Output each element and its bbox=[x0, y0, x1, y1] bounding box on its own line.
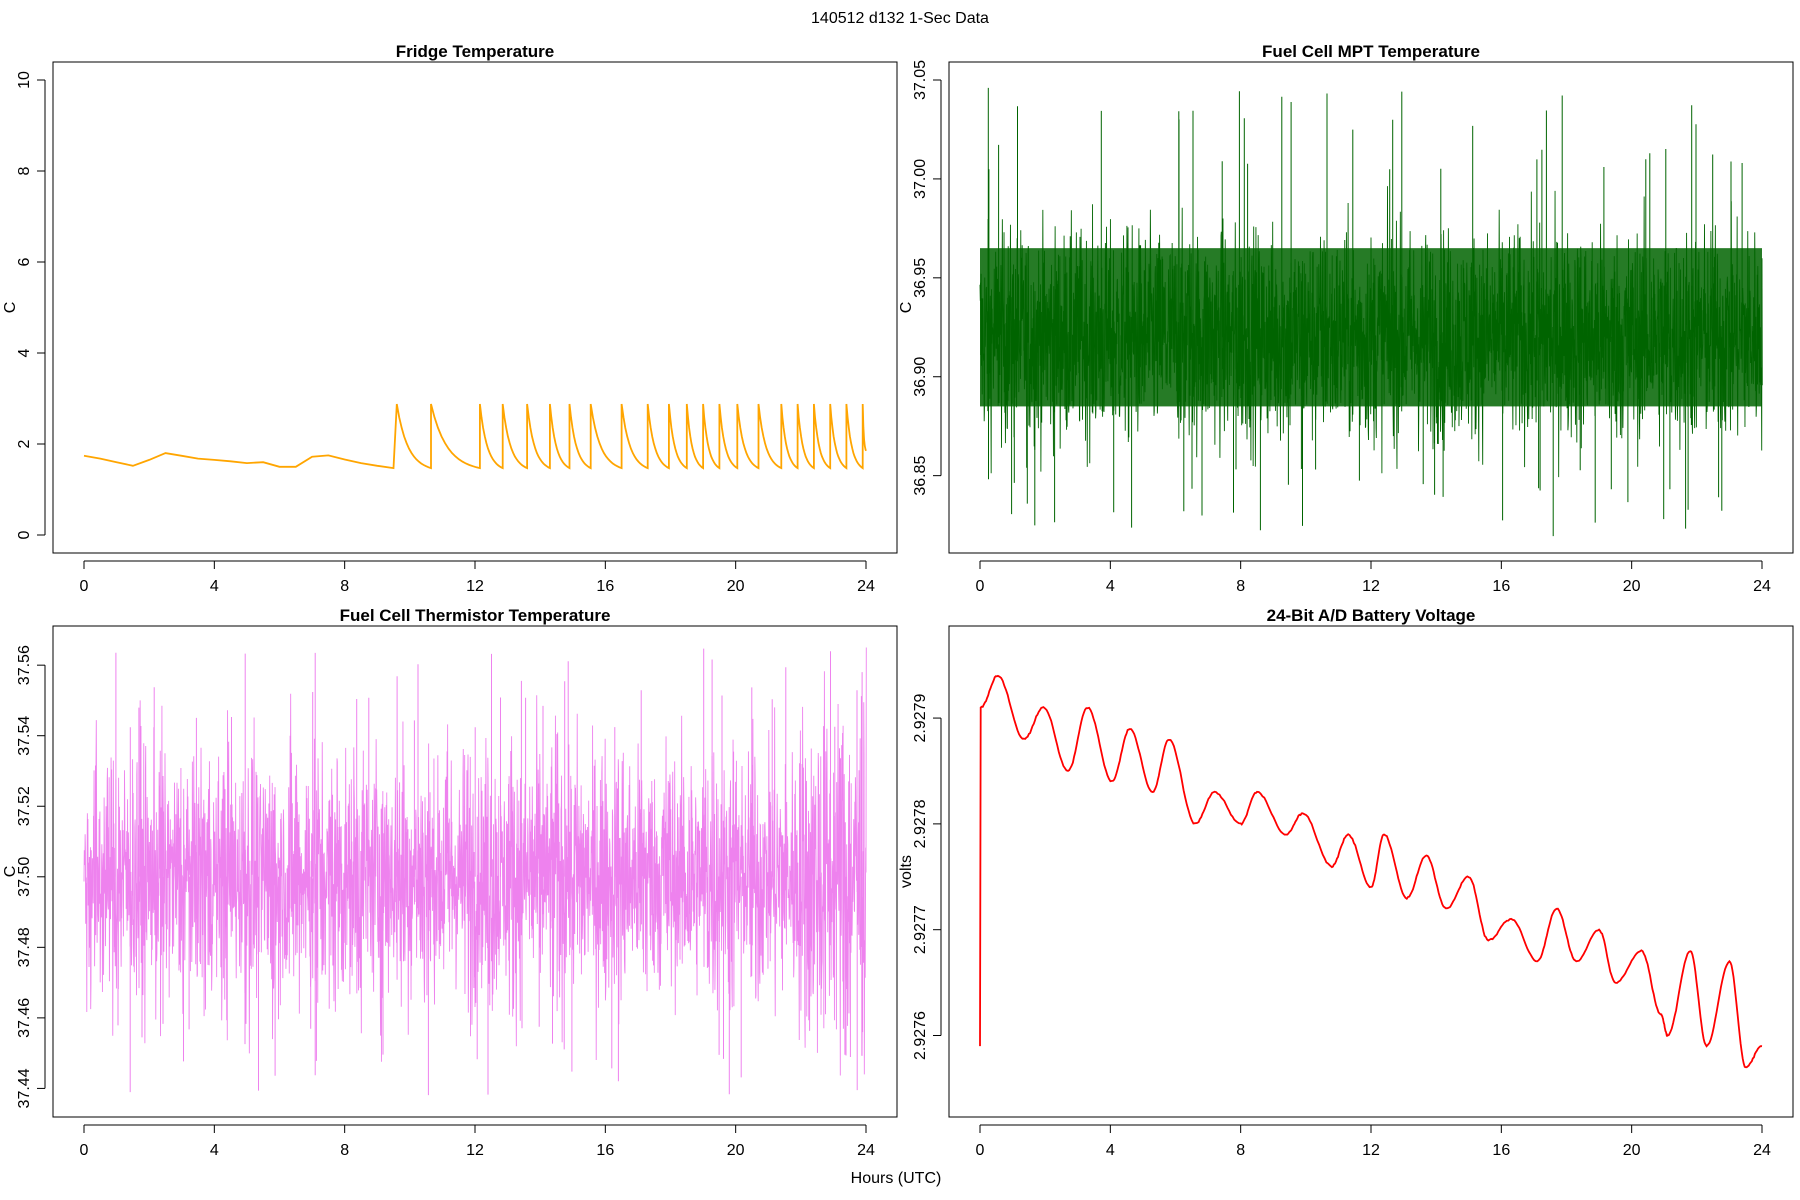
y-tick-label: 6 bbox=[16, 257, 33, 266]
y-axis: 37.44 37.46 37.48 37.50 37.52 37.54 37.56 bbox=[16, 645, 46, 1108]
x-tick-label: 0 bbox=[80, 578, 89, 595]
panel-title: Fridge Temperature bbox=[396, 42, 554, 61]
x-tick-label: 12 bbox=[466, 578, 484, 595]
panel-title: Fuel Cell Thermistor Temperature bbox=[340, 606, 611, 625]
y-tick-label: 37.46 bbox=[16, 998, 33, 1038]
y-tick-label: 37.52 bbox=[16, 786, 33, 826]
x-tick-label: 0 bbox=[976, 1142, 985, 1159]
x-tick-label: 20 bbox=[727, 578, 745, 595]
x-axis: 0 4 8 12 16 20 24 bbox=[80, 560, 875, 595]
y-axis-label: C bbox=[898, 302, 915, 314]
x-tick-label: 24 bbox=[1753, 1142, 1771, 1159]
series-line-thermistor-temperature bbox=[83, 647, 867, 1076]
y-tick-label: 2.9276 bbox=[912, 1011, 929, 1060]
series-line-fridge-temperature bbox=[83, 403, 867, 470]
y-tick-label: 0 bbox=[16, 530, 33, 539]
panel-title: 24-Bit A/D Battery Voltage bbox=[1267, 606, 1476, 625]
series-line-battery-voltage bbox=[979, 674, 1763, 1069]
x-tick-label: 16 bbox=[596, 1142, 614, 1159]
panel-battery-voltage: 24-Bit A/D Battery Voltage volts 0 4 8 12 16 20… bbox=[898, 606, 1794, 1159]
panel-fuel-cell-mpt-temperature: Fuel Cell MPT Temperature C 0 4 8 12 16 20 24 36.… bbox=[898, 42, 1794, 595]
y-axis-label: volts bbox=[898, 855, 915, 888]
y-tick-label: 4 bbox=[16, 348, 33, 357]
x-tick-label: 8 bbox=[1236, 578, 1245, 595]
x-tick-label: 12 bbox=[466, 1142, 484, 1159]
y-tick-label: 37.44 bbox=[16, 1068, 33, 1108]
plot-frame bbox=[948, 61, 1794, 554]
y-tick-label: 36.90 bbox=[912, 357, 929, 397]
x-tick-label: 0 bbox=[80, 1142, 89, 1159]
x-tick-label: 16 bbox=[1492, 578, 1510, 595]
y-tick-label: 2.9278 bbox=[912, 799, 929, 848]
x-tick-label: 20 bbox=[1623, 578, 1641, 595]
plot-frame bbox=[948, 625, 1794, 1118]
y-tick-label: 37.54 bbox=[16, 716, 33, 756]
y-tick-label: 37.56 bbox=[16, 645, 33, 685]
x-tick-label: 12 bbox=[1362, 1142, 1380, 1159]
x-axis: 0 4 8 12 16 20 24 bbox=[976, 1124, 1771, 1159]
panel-fuel-cell-thermistor-temperature: Fuel Cell Thermistor Temperature C 0 4 8 12 16… bbox=[2, 606, 898, 1159]
x-axis: 0 4 8 12 16 20 24 bbox=[976, 560, 1771, 595]
y-tick-label: 10 bbox=[16, 71, 33, 89]
x-tick-label: 4 bbox=[1106, 578, 1115, 595]
y-axis: 2.9276 2.9277 2.9278 2.9279 bbox=[912, 693, 942, 1060]
x-tick-label: 0 bbox=[976, 578, 985, 595]
y-tick-label: 37.05 bbox=[912, 60, 929, 100]
y-tick-label: 8 bbox=[16, 166, 33, 175]
x-tick-label: 8 bbox=[1236, 1142, 1245, 1159]
y-axis-label: C bbox=[2, 866, 19, 878]
x-tick-label: 12 bbox=[1362, 578, 1380, 595]
figure-xlabel: Hours (UTC) bbox=[851, 1170, 942, 1187]
x-tick-label: 24 bbox=[857, 1142, 875, 1159]
y-tick-label: 36.95 bbox=[912, 258, 929, 298]
plot-frame bbox=[52, 625, 898, 1118]
y-tick-label: 37.50 bbox=[16, 857, 33, 897]
figure-suptitle: 140512 d132 1-Sec Data bbox=[811, 10, 989, 27]
x-tick-label: 16 bbox=[596, 578, 614, 595]
x-tick-label: 8 bbox=[340, 1142, 349, 1159]
x-tick-label: 4 bbox=[1106, 1142, 1115, 1159]
y-tick-label: 2.9277 bbox=[912, 905, 929, 954]
plot-area bbox=[979, 674, 1763, 1069]
panel-title: Fuel Cell MPT Temperature bbox=[1262, 42, 1480, 61]
y-axis-label: C bbox=[2, 302, 19, 314]
y-tick-label: 37.48 bbox=[16, 927, 33, 967]
y-tick-label: 2 bbox=[16, 439, 33, 448]
x-axis: 0 4 8 12 16 20 24 bbox=[80, 1124, 875, 1159]
plot-frame bbox=[52, 61, 898, 554]
x-tick-label: 4 bbox=[210, 1142, 219, 1159]
x-tick-label: 24 bbox=[1753, 578, 1771, 595]
x-tick-label: 20 bbox=[727, 1142, 745, 1159]
y-axis: 0 2 4 6 8 10 bbox=[16, 71, 46, 539]
x-tick-label: 8 bbox=[340, 578, 349, 595]
plot-area bbox=[979, 87, 1763, 537]
x-tick-label: 20 bbox=[1623, 1142, 1641, 1159]
x-tick-label: 4 bbox=[210, 578, 219, 595]
y-tick-label: 2.9279 bbox=[912, 693, 929, 742]
plot-area bbox=[83, 403, 867, 470]
x-tick-label: 24 bbox=[857, 578, 875, 595]
x-tick-label: 16 bbox=[1492, 1142, 1510, 1159]
y-axis: 36.85 36.90 36.95 37.00 37.05 bbox=[912, 60, 942, 496]
y-tick-label: 37.00 bbox=[912, 159, 929, 199]
series-dense-band bbox=[980, 248, 1762, 407]
plot-area bbox=[83, 647, 867, 1096]
y-tick-label: 36.85 bbox=[912, 456, 929, 496]
